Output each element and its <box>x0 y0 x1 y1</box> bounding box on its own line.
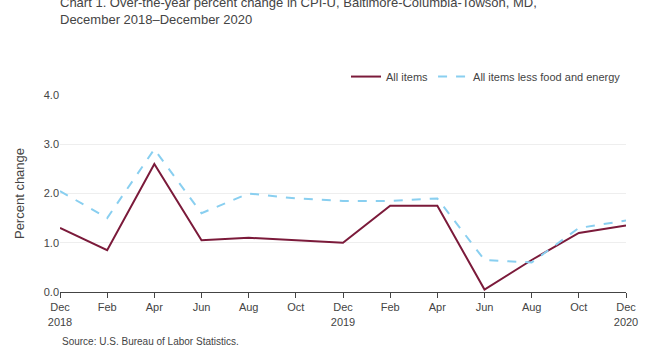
svg-text:4.0: 4.0 <box>44 89 59 101</box>
svg-text:Aug: Aug <box>239 301 259 313</box>
svg-text:Dec2020: Dec2020 <box>614 301 638 327</box>
svg-text:All items less food and energy: All items less food and energy <box>473 71 620 83</box>
svg-text:Chart 1. Over-the-year percent: Chart 1. Over-the-year percent change in… <box>60 0 537 27</box>
svg-text:Percent change: Percent change <box>12 148 27 239</box>
svg-text:3.0: 3.0 <box>44 138 59 150</box>
svg-text:Oct: Oct <box>287 301 304 313</box>
svg-text:Jun: Jun <box>193 301 211 313</box>
svg-text:Oct: Oct <box>570 301 587 313</box>
svg-text:All items: All items <box>386 71 428 83</box>
svg-text:Feb: Feb <box>381 301 400 313</box>
svg-text:0.0: 0.0 <box>44 286 59 298</box>
svg-text:Jun: Jun <box>476 301 494 313</box>
svg-text:Dec2019: Dec2019 <box>331 301 355 327</box>
svg-text:Dec2018: Dec2018 <box>48 301 72 327</box>
svg-text:1.0: 1.0 <box>44 237 59 249</box>
svg-text:2.0: 2.0 <box>44 187 59 199</box>
svg-text:Feb: Feb <box>98 301 117 313</box>
svg-text:Apr: Apr <box>146 301 163 313</box>
svg-text:Aug: Aug <box>522 301 542 313</box>
svg-text:Apr: Apr <box>429 301 446 313</box>
svg-text:Source: U.S. Bureau of Labor S: Source: U.S. Bureau of Labor Statistics. <box>62 336 239 347</box>
